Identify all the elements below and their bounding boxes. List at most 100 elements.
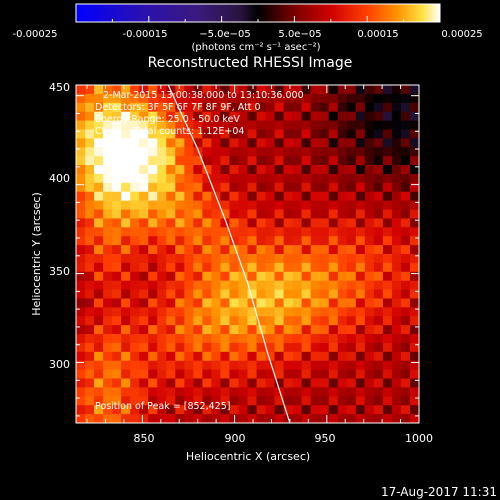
heatmap-cell [274,280,285,291]
heatmap-cell [220,200,231,211]
heatmap-cell [292,405,303,415]
heatmap-cell [301,307,312,317]
heatmap-cell [355,405,366,415]
heatmap-cell [229,378,240,389]
heatmap-cell [265,245,276,255]
heatmap-cell [328,156,339,166]
heatmap-cell [391,138,402,148]
heatmap-cell [229,236,240,246]
heatmap-cell [265,120,276,131]
heatmap-cell [166,316,176,326]
heatmap-cell [103,236,113,246]
heatmap-cell [130,351,140,362]
heatmap-cell [256,254,267,264]
heatmap-cell [400,93,411,104]
heatmap-cell [382,120,393,131]
heatmap-cell [184,271,194,282]
heatmap-cell [292,262,303,273]
heatmap-cell [175,200,185,211]
heatmap-cell [76,191,86,202]
heatmap-cell [382,129,393,139]
heatmap-cell [355,414,366,423]
heatmap-cell [202,191,212,202]
heatmap-cell [121,414,131,423]
heatmap-cell [283,334,294,344]
heatmap-cell [220,262,231,273]
heatmap-cell [355,129,366,139]
heatmap-cell [76,129,86,139]
heatmap-cell [130,325,140,335]
heatmap-cell [112,227,122,237]
heatmap-cell [346,405,357,415]
heatmap-cell [256,262,267,273]
x-tick-label: 850 [134,432,155,445]
heatmap-cell [400,271,411,282]
heatmap-cell [265,182,276,193]
heatmap-cell [193,396,203,406]
colorbar-tick-label: -0.00015 [123,29,168,40]
heatmap-cell [319,307,330,317]
heatmap-cell [301,414,312,423]
heatmap-cell [238,396,249,406]
heatmap-cell [256,351,267,362]
heatmap-cell [193,387,203,397]
heatmap-cell [292,396,303,406]
heatmap-cell [247,173,258,184]
colorbar-tick-label: -0.00025 [13,29,58,40]
heatmap-cell [319,342,330,353]
heatmap-cell [274,165,285,175]
heatmap-cell [355,378,366,389]
heatmap-cell [211,342,222,353]
heatmap-cell [211,289,222,300]
heatmap-cell [283,316,294,326]
heatmap-cell [193,200,203,211]
heatmap-cell [175,129,185,139]
heatmap-cell [400,218,411,228]
heatmap-cell [346,254,357,264]
heatmap-cell [112,191,122,202]
heatmap-cell [391,342,402,353]
heatmap-cell [391,209,402,220]
heatmap-cell [85,102,95,113]
heatmap-cell [103,191,113,202]
heatmap-cell [157,182,167,193]
heatmap-cell [175,334,185,344]
heatmap-cell [346,387,357,397]
heatmap-cell [382,378,393,389]
heatmap-cell [247,316,258,326]
heatmap-cell [220,307,231,317]
heatmap-cell [310,85,321,95]
heatmap-cell [94,351,104,362]
heatmap-cell [409,254,419,264]
heatmap-cell [382,165,393,175]
heatmap-cell [400,156,411,166]
heatmap-cell [400,245,411,255]
heatmap-cell [85,360,95,371]
heatmap-cell [220,298,231,308]
heatmap-cell [238,173,249,184]
heatmap-cell [328,147,339,157]
heatmap-cell [85,120,95,131]
heatmap-cell [85,173,95,184]
heatmap-cell [310,120,321,131]
heatmap-cell [364,165,375,175]
heatmap-cell [310,387,321,397]
heatmap-cell [301,396,312,406]
heatmap-cell [112,307,122,317]
heatmap-cell [292,200,303,211]
heatmap-cell [85,289,95,300]
heatmap-cell [400,227,411,237]
heatmap-cell [139,227,149,237]
heatmap-cell [121,378,131,389]
heatmap-cell [175,227,185,237]
heatmap-cell [400,182,411,193]
heatmap-cell [238,129,249,139]
heatmap-cell [130,262,140,273]
heatmap-cell [364,102,375,113]
heatmap-cell [400,173,411,184]
heatmap-cell [337,165,348,175]
heatmap-cell [382,396,393,406]
heatmap-cell [94,405,104,415]
heatmap-cell [319,102,330,113]
heatmap-cell [238,245,249,255]
